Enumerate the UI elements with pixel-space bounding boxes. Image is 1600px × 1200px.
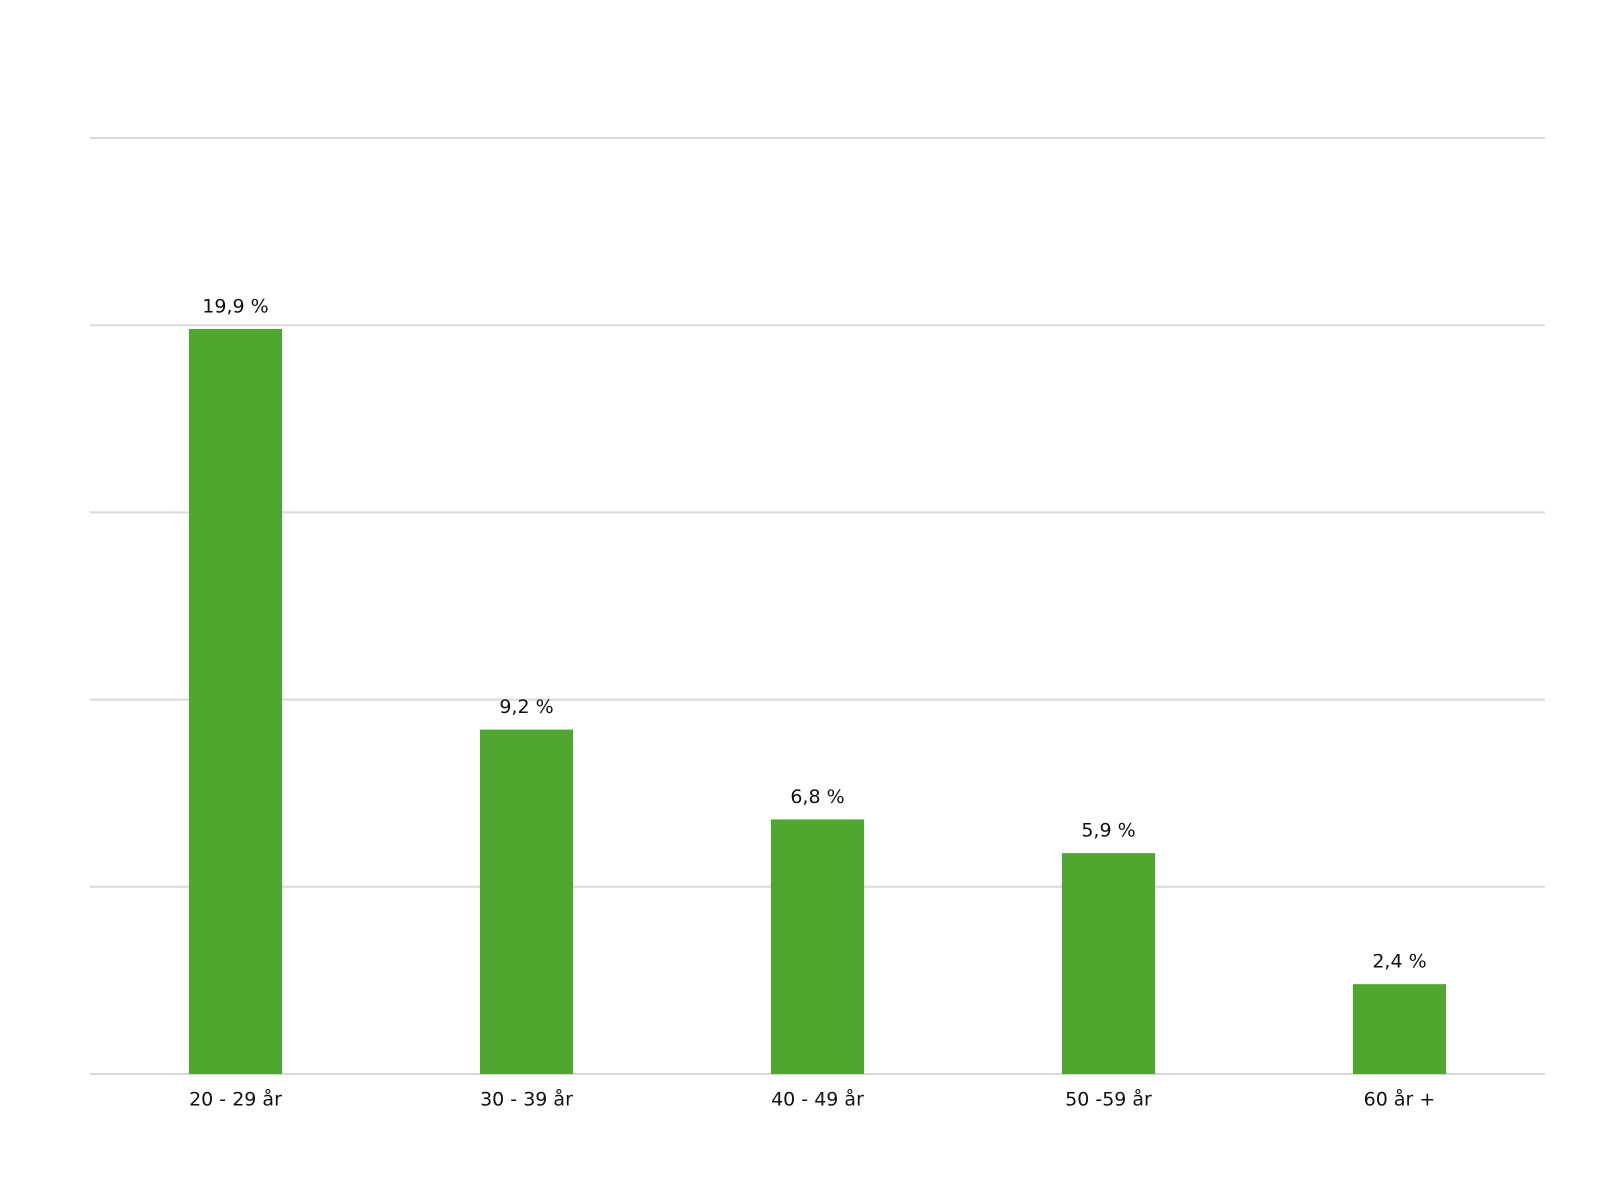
x-tick-label: 30 - 39 år	[480, 1088, 573, 1111]
x-tick-label: 20 - 29 år	[189, 1088, 282, 1111]
value-label: 9,2 %	[499, 696, 553, 718]
value-label: 6,8 %	[790, 786, 844, 808]
bar	[1352, 984, 1447, 1074]
value-label: 2,4 %	[1372, 951, 1426, 973]
bar	[770, 819, 865, 1074]
value-label: 19,9 %	[202, 295, 268, 317]
bar	[1061, 853, 1156, 1074]
x-tick-label: 50 -59 år	[1065, 1088, 1152, 1111]
x-tick-label: 60 år +	[1364, 1088, 1436, 1111]
value-label: 5,9 %	[1081, 820, 1135, 842]
bar	[479, 729, 574, 1074]
x-tick-label: 40 - 49 år	[771, 1088, 864, 1111]
bar	[188, 328, 283, 1075]
